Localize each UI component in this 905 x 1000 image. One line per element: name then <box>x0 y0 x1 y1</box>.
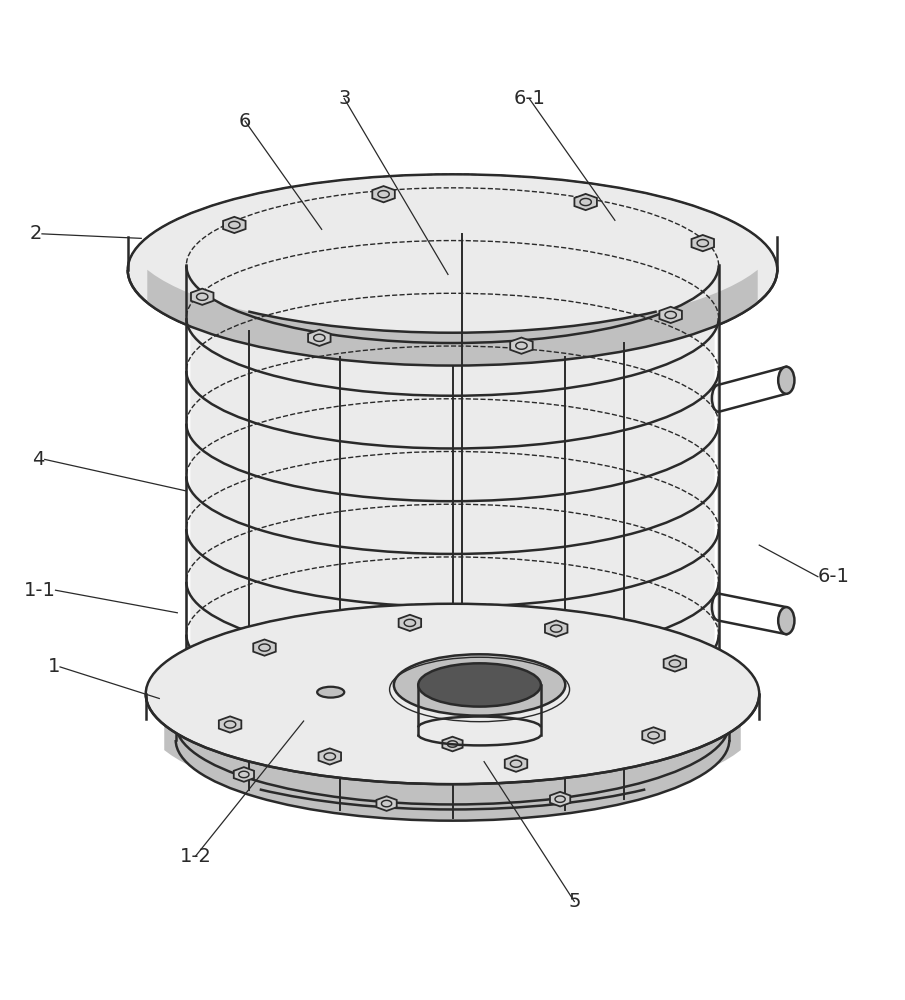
Polygon shape <box>545 620 567 637</box>
Polygon shape <box>190 283 715 792</box>
Polygon shape <box>319 748 341 765</box>
Polygon shape <box>717 270 720 715</box>
Text: 6-1: 6-1 <box>513 89 545 108</box>
Polygon shape <box>660 307 682 323</box>
Text: 3: 3 <box>338 89 350 108</box>
Ellipse shape <box>317 687 344 698</box>
Polygon shape <box>510 338 533 354</box>
Text: 2: 2 <box>30 224 42 243</box>
Polygon shape <box>550 792 570 806</box>
Text: 1-2: 1-2 <box>179 847 211 866</box>
Text: 5: 5 <box>568 892 580 911</box>
Ellipse shape <box>418 663 541 707</box>
Polygon shape <box>376 796 396 811</box>
Polygon shape <box>308 330 330 346</box>
Polygon shape <box>191 289 214 305</box>
Polygon shape <box>253 639 276 656</box>
Ellipse shape <box>394 654 566 716</box>
Polygon shape <box>219 716 242 733</box>
Ellipse shape <box>146 604 759 784</box>
Polygon shape <box>663 655 686 672</box>
Polygon shape <box>398 615 421 631</box>
Polygon shape <box>372 186 395 202</box>
Polygon shape <box>443 737 462 751</box>
Polygon shape <box>185 270 188 715</box>
Ellipse shape <box>778 607 795 634</box>
Polygon shape <box>223 217 245 233</box>
Polygon shape <box>505 756 528 772</box>
Text: 1-1: 1-1 <box>24 581 55 600</box>
Polygon shape <box>643 727 665 743</box>
Text: 1: 1 <box>48 657 60 676</box>
Text: 4: 4 <box>33 450 44 469</box>
Ellipse shape <box>778 367 795 394</box>
Polygon shape <box>691 235 714 251</box>
Text: 6: 6 <box>239 112 252 131</box>
Text: 6-1: 6-1 <box>818 567 850 586</box>
Polygon shape <box>193 751 712 821</box>
Ellipse shape <box>128 174 777 366</box>
Polygon shape <box>575 194 597 210</box>
Polygon shape <box>148 270 757 366</box>
Polygon shape <box>164 725 741 809</box>
Polygon shape <box>233 767 254 782</box>
